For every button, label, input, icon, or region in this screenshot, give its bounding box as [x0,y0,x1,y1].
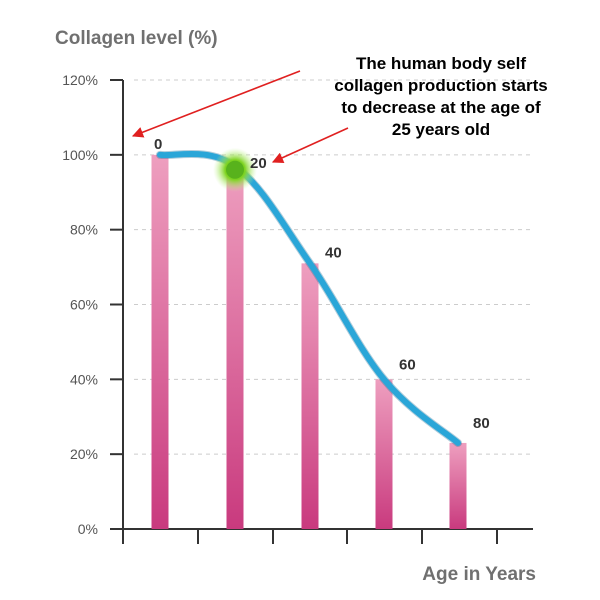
y-tick-label: 60% [70,297,98,313]
bar-60 [375,379,393,529]
y-tick-label: 40% [70,371,98,387]
y-tick-label: 120% [62,72,98,88]
data-label-80: 80 [473,415,490,432]
bars [151,154,467,530]
annotation-line-2: collagen production starts [334,76,547,95]
annotation-arrow-lower [271,127,349,163]
y-tick-label: 20% [70,446,98,462]
annotation: The human body self collagen production … [131,54,548,163]
data-label-60: 60 [399,356,416,373]
y-tick-label: 80% [70,222,98,238]
trend-line-group [156,147,462,447]
data-label-0: 0 [154,136,162,153]
highlight-point [226,160,244,179]
bar-0 [151,154,169,530]
annotation-line-1: The human body self [356,54,526,73]
annotation-line-3: to decrease at the age of [341,98,541,117]
annotation-line-4: 25 years old [392,120,490,139]
bar-40 [301,263,319,529]
y-axis-title: Collagen level (%) [55,28,218,49]
y-tick-labels: 0% 20% 40% 60% 80% 100% 120% [62,72,98,537]
data-label-20: 20 [250,155,267,172]
axes [110,79,533,544]
x-axis-title: Age in Years [422,564,536,585]
bar-20 [226,166,244,529]
y-tick-label: 100% [62,147,98,163]
annotation-arrow-upper [131,70,301,138]
trend-line [157,150,461,446]
bar-80 [449,442,467,529]
y-tick-label: 0% [78,521,98,537]
data-labels: 0 20 40 60 80 [154,136,490,432]
data-label-40: 40 [325,244,342,261]
